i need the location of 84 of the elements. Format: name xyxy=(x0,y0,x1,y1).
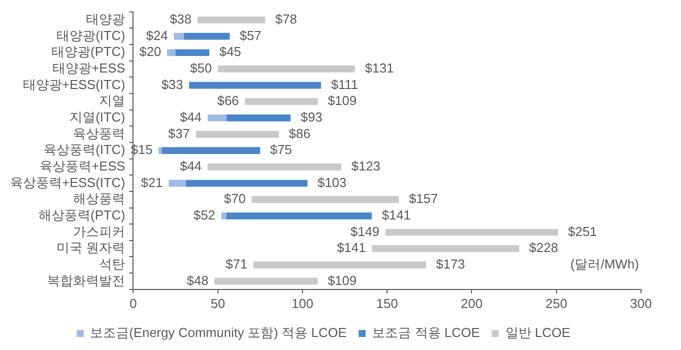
annotation: $149 xyxy=(350,224,380,239)
y-tick-label: 태양광(ITC) xyxy=(56,28,126,43)
legend-label: 보조금 적용 LCOE xyxy=(372,325,480,340)
annotation: $157 xyxy=(408,191,438,206)
y-tick-label: 육상풍력+ESS xyxy=(40,158,126,174)
annotation: $109 xyxy=(328,93,357,108)
bar xyxy=(176,49,210,56)
annotation: $86 xyxy=(288,126,310,141)
annotation: $131 xyxy=(364,60,394,76)
x-tick-label: 200 xyxy=(460,296,483,311)
bar xyxy=(214,278,318,285)
x-tick-label: 100 xyxy=(292,296,314,311)
bar xyxy=(167,49,176,56)
annotation: $37 xyxy=(168,126,190,141)
bar xyxy=(252,196,399,204)
bar xyxy=(385,228,558,236)
annotation: $70 xyxy=(224,191,246,206)
x-tick-label: 50 xyxy=(210,296,226,311)
y-tick-label: 태양광+ESS xyxy=(52,60,126,76)
annotation: $123 xyxy=(351,158,380,174)
bar xyxy=(253,261,426,268)
annotation: $75 xyxy=(270,142,292,158)
y-tick-label: 석탄 xyxy=(99,256,126,272)
y-tick-label: 가스피커 xyxy=(73,224,126,239)
annotation: $251 xyxy=(568,224,597,239)
bar xyxy=(186,180,308,187)
annotation: $44 xyxy=(180,110,202,125)
x-tick-label: 250 xyxy=(546,296,568,311)
y-tick-label: 해상풍력 xyxy=(73,191,126,206)
bar xyxy=(221,212,226,220)
annotation: $78 xyxy=(275,12,297,27)
annotation: $50 xyxy=(190,60,212,76)
bar xyxy=(226,114,291,122)
legend-label: 일반 LCOE xyxy=(505,325,571,340)
annotation: (달러/MWh) xyxy=(570,256,639,272)
bar xyxy=(158,147,162,154)
bar xyxy=(208,114,226,122)
annotation: $21 xyxy=(141,174,163,190)
bar xyxy=(184,32,230,40)
bar xyxy=(218,66,355,72)
annotation: $71 xyxy=(226,256,248,272)
y-tick-label: 육상풍력(ITC) xyxy=(44,142,126,158)
legend-label: 보조금(Energy Community 포함) 적용 LCOE xyxy=(90,325,347,340)
annotation: $228 xyxy=(529,240,558,256)
bar xyxy=(226,212,372,220)
y-tick-label: 복합화력발전 xyxy=(47,272,126,288)
annotation: $141 xyxy=(336,240,366,256)
y-tick-label: 태양광+ESS(ITC) xyxy=(22,76,126,92)
annotation: $45 xyxy=(219,44,242,60)
y-tick-label: 육상풍력 xyxy=(73,126,126,141)
annotation: $173 xyxy=(436,256,465,272)
annotation: $93 xyxy=(300,110,322,125)
bar xyxy=(198,16,266,24)
x-tick-label: 300 xyxy=(630,296,652,311)
annotation: $111 xyxy=(331,76,358,92)
annotation: $24 xyxy=(146,28,168,43)
annotation: $33 xyxy=(161,76,184,92)
y-tick-label: 해상풍력(PTC) xyxy=(38,207,126,222)
annotation: $52 xyxy=(194,207,216,222)
bar xyxy=(208,164,342,170)
annotation: $57 xyxy=(240,28,262,43)
bar xyxy=(168,180,186,187)
bar xyxy=(162,147,260,154)
annotation: $66 xyxy=(217,93,239,108)
y-tick-label: 지열(ITC) xyxy=(70,110,126,125)
bar xyxy=(372,245,520,252)
y-tick-label: 태양광 xyxy=(86,12,126,27)
x-tick-label: 0 xyxy=(130,296,137,311)
annotation: $20 xyxy=(139,44,162,60)
annotation: $44 xyxy=(180,158,202,174)
y-tick-label: 지열 xyxy=(99,93,126,108)
bar xyxy=(244,98,318,106)
bar xyxy=(174,32,184,40)
annotation: $109 xyxy=(328,272,357,288)
y-tick-label: 태양광(PTC) xyxy=(52,44,126,60)
bar xyxy=(189,82,322,89)
annotation: $38 xyxy=(170,12,192,27)
annotation: $141 xyxy=(382,207,411,222)
annotation: $48 xyxy=(186,272,208,288)
y-tick-label: 육상풍력+ESS(ITC) xyxy=(10,174,126,190)
y-tick-label: 미국 원자력 xyxy=(56,240,126,256)
bar xyxy=(196,130,279,138)
x-tick-label: 150 xyxy=(376,296,398,311)
annotation: $103 xyxy=(318,174,346,190)
